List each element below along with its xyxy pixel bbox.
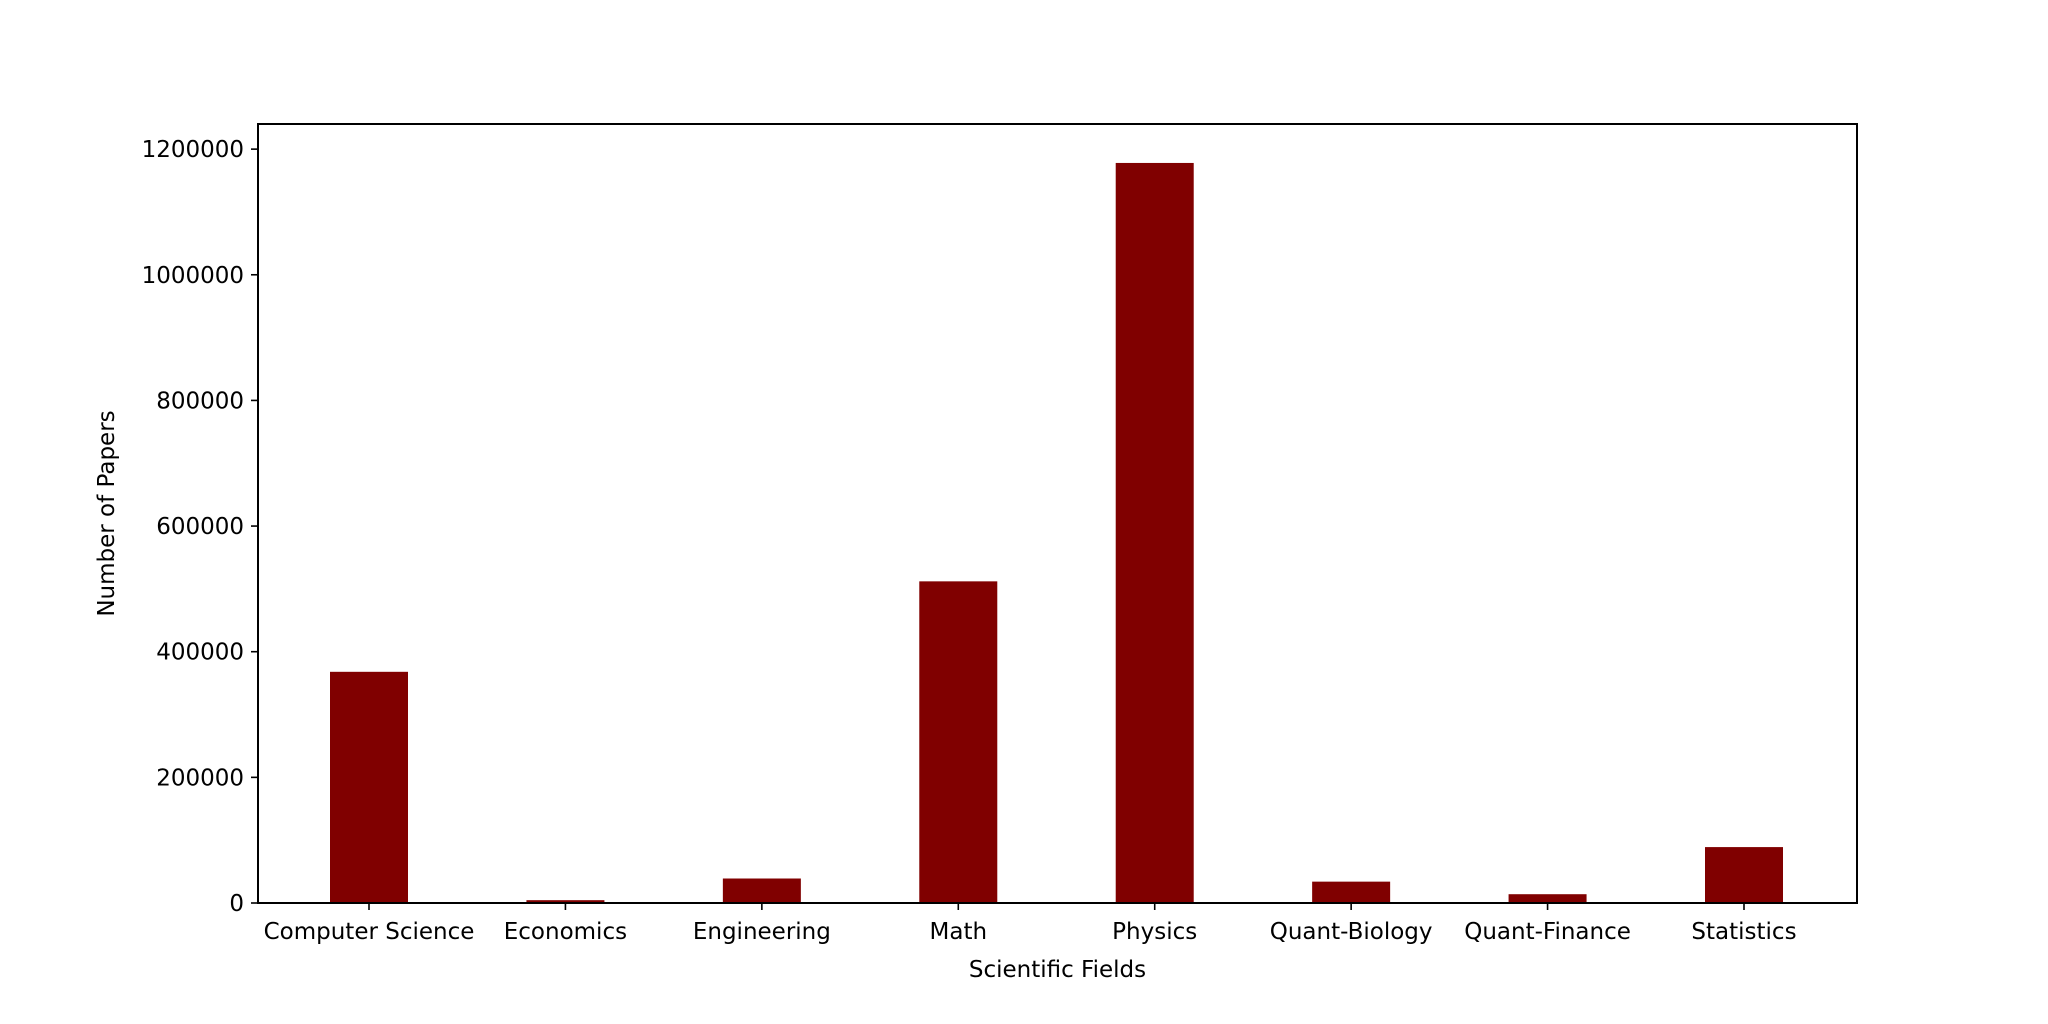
y-axis-title: Number of Papers [94,410,120,616]
x-tick-label: Economics [504,919,627,945]
x-axis-title: Scientific Fields [969,957,1146,983]
bar-engineering [722,878,801,903]
y-tick-label: 1000000 [142,263,244,289]
bar-quant-finance [1508,894,1587,903]
y-axis: 0 200000 400000 600000 800000 1000000 1200000 [142,137,258,917]
x-tick-label: Computer Science [264,919,475,945]
bar-economics [526,900,605,903]
x-axis: Computer Science Economics Engineering Math… [264,903,1797,945]
bar-physics [1115,162,1194,903]
y-tick-label: 600000 [156,514,244,540]
x-tick-label: Engineering [693,919,831,945]
x-tick-label: Quant-Finance [1464,919,1631,945]
x-tick-label: Statistics [1691,919,1796,945]
bars-layer [330,162,1783,903]
bar-quant-biology [1312,881,1391,903]
x-tick-label: Quant-Biology [1270,919,1433,945]
plot-frame [257,123,1858,904]
y-tick-label: 1200000 [142,137,244,163]
y-tick-label: 400000 [156,640,244,666]
y-tick-label: 800000 [156,388,244,414]
y-tick-label: 200000 [156,765,244,791]
bar-statistics [1705,847,1783,903]
x-tick-label: Math [930,919,988,945]
x-tick-label: Physics [1112,919,1197,945]
bar-computer-science [330,671,408,903]
bar-math [919,581,998,903]
y-tick-label: 0 [229,891,244,917]
